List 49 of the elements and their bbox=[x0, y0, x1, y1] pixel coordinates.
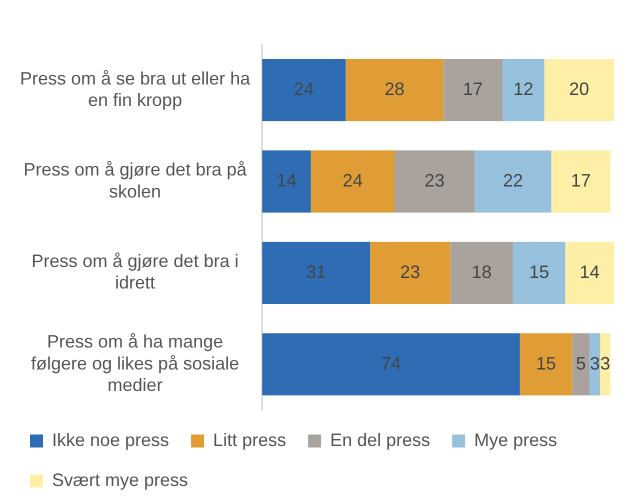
bar bbox=[572, 333, 590, 396]
data-label: 18 bbox=[472, 262, 492, 282]
legend-label: En del press bbox=[330, 430, 430, 450]
bar bbox=[346, 59, 444, 122]
data-label: 5 bbox=[576, 353, 586, 374]
bar bbox=[544, 59, 614, 122]
bar bbox=[520, 333, 572, 396]
data-label: 3 bbox=[600, 353, 610, 374]
bar bbox=[502, 59, 544, 122]
data-label: 74 bbox=[381, 353, 402, 374]
bar bbox=[600, 333, 611, 396]
data-label: 24 bbox=[342, 170, 363, 190]
data-label: 15 bbox=[536, 353, 556, 374]
bar bbox=[262, 59, 346, 122]
bar bbox=[512, 242, 566, 304]
legend-label: Svært mye press bbox=[52, 470, 188, 490]
data-label: 28 bbox=[384, 79, 405, 100]
data-label: 3 bbox=[590, 353, 600, 374]
bar bbox=[565, 242, 614, 304]
data-label: 24 bbox=[294, 79, 314, 100]
bar bbox=[370, 242, 450, 304]
y-tick-label: Press om å se bra ut eller ha en fin kropp bbox=[20, 68, 252, 110]
bar bbox=[394, 150, 475, 213]
bar bbox=[262, 150, 311, 213]
bar bbox=[262, 333, 520, 396]
bar bbox=[450, 242, 513, 304]
bar bbox=[551, 150, 611, 213]
bar bbox=[262, 242, 370, 304]
legend-label: Litt press bbox=[213, 430, 286, 450]
legend-label: Ikke noe press bbox=[52, 430, 170, 450]
bar bbox=[474, 150, 552, 213]
data-label: 15 bbox=[529, 262, 550, 282]
bar bbox=[310, 150, 394, 213]
y-tick-label: Press om å ha mange følgere og likes på sosiale medier bbox=[31, 332, 240, 395]
data-label: 12 bbox=[513, 79, 534, 100]
data-label: 14 bbox=[580, 262, 600, 282]
data-label: 17 bbox=[570, 170, 591, 190]
data-label: 14 bbox=[276, 170, 297, 190]
data-label: 20 bbox=[569, 79, 590, 100]
bar bbox=[590, 333, 600, 396]
y-tick-label: Press om å gjøre det bra i idrett bbox=[32, 251, 239, 293]
y-tick-label: Press om å gjøre det bra på skolen bbox=[24, 160, 248, 202]
data-label: 31 bbox=[306, 262, 326, 282]
data-label: 17 bbox=[462, 79, 483, 100]
bar bbox=[443, 59, 503, 122]
data-label: 23 bbox=[424, 170, 445, 190]
legend-label: Mye press bbox=[474, 430, 558, 450]
data-label: 23 bbox=[400, 262, 420, 282]
data-label: 22 bbox=[502, 170, 523, 190]
